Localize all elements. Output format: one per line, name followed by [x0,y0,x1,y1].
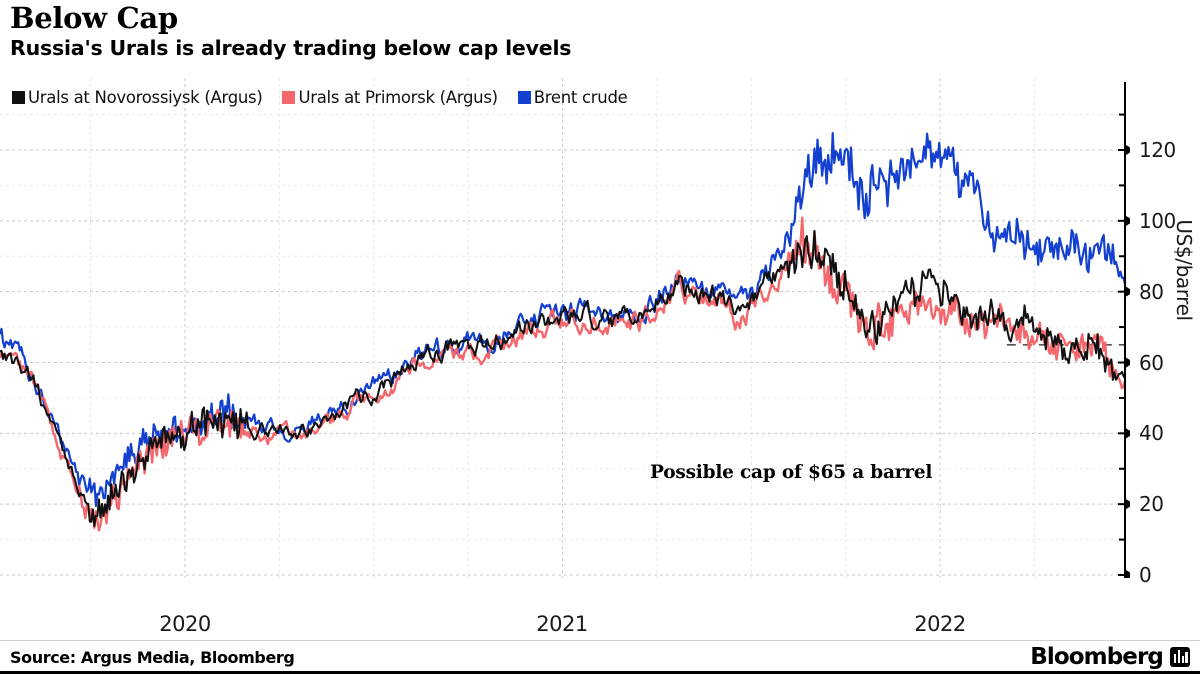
y-tick-arrow-40 [1126,428,1130,439]
footer-divider [0,640,1200,641]
bloomberg-terminal-icon [1170,647,1190,667]
chart-legend: Urals at Novorossiysk (Argus) Urals at Pr… [12,88,647,107]
chart-svg [0,78,1130,578]
y-axis-ticks: 0 20 40 60 80 100 120 [1131,78,1191,587]
legend-item-0[interactable]: Urals at Novorossiysk (Argus) [12,88,263,107]
y-tick-arrow-100 [1126,215,1130,226]
header: Below Cap Russia's Urals is already trad… [10,2,1190,61]
legend-label: Brent crude [533,88,628,107]
footer-rule-bottom [0,671,1200,674]
chart-plot-area [0,78,1130,578]
y-tick-arrow-80 [1126,286,1130,297]
series-line-0 [0,229,1126,528]
y-tick-label-100: 100 [1139,208,1176,233]
y-tick-label-60: 60 [1139,350,1164,375]
legend-label: Urals at Novorossiysk (Argus) [28,88,263,107]
legend-swatch-icon [282,91,296,104]
x-axis-ticks: 2020 2021 2022 [0,612,1130,642]
y-tick-label-120: 120 [1139,138,1176,162]
y-tick-arrow-20 [1126,499,1130,510]
y-axis-title: US$/barrel [1172,219,1196,321]
y-tick-label-80: 80 [1139,279,1164,304]
legend-item-1[interactable]: Urals at Primorsk (Argus) [282,88,498,107]
page-title: Below Cap [10,1,178,35]
legend-swatch-icon [12,91,25,104]
x-tick-label-2022: 2022 [914,612,966,636]
source-note: Source: Argus Media, Bloomberg [10,648,295,667]
y-tick-label-40: 40 [1139,421,1164,446]
y-tick-arrow-0 [1126,570,1130,578]
cap-annotation: Possible cap of $65 a barrel [650,462,933,483]
y-tick-label-20: 20 [1139,492,1164,517]
legend-swatch-icon [517,91,531,104]
x-tick-label-2020: 2020 [159,612,211,636]
y-tick-label-0: 0 [1139,563,1152,587]
bloomberg-brand: Bloomberg [1030,644,1190,670]
y-tick-arrow-60 [1126,357,1130,368]
bloomberg-wordmark: Bloomberg [1030,644,1164,670]
y-tick-arrow-120 [1126,145,1130,155]
legend-label: Urals at Primorsk (Argus) [298,88,498,107]
legend-item-2[interactable]: Brent crude [517,88,628,107]
page-subtitle: Russia's Urals is already trading below … [10,36,572,60]
x-tick-label-2021: 2021 [536,612,588,636]
gridlines [0,78,1125,578]
